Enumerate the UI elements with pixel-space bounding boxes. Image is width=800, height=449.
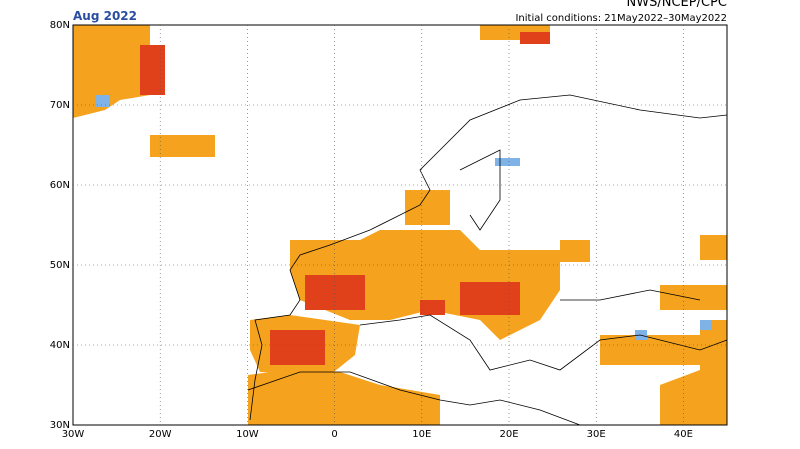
lon-label: 40E [674, 429, 693, 440]
subtitle: Initial conditions: 21May2022–30May2022 [515, 13, 727, 24]
lat-label: 50N [50, 260, 70, 271]
lat-label: 80N [50, 20, 70, 31]
map-title: Aug 2022 [73, 9, 137, 23]
lon-label: 30W [62, 429, 85, 440]
lon-label: 10W [236, 429, 259, 440]
coastlines [247, 94, 728, 426]
lon-label: 0 [331, 429, 337, 440]
map-frame [72, 24, 728, 426]
lon-label: 30E [587, 429, 606, 440]
anomaly-patches [73, 25, 727, 425]
source: NWS/NCEP/CPC [627, 0, 727, 10]
lat-label: 40N [50, 340, 70, 351]
lon-label: 20W [149, 429, 172, 440]
lon-label: 20E [499, 429, 518, 440]
lat-label: 60N [50, 180, 70, 191]
lat-label: 70N [50, 100, 70, 111]
lon-label: 10E [412, 429, 431, 440]
lat-label: 30N [50, 420, 70, 431]
